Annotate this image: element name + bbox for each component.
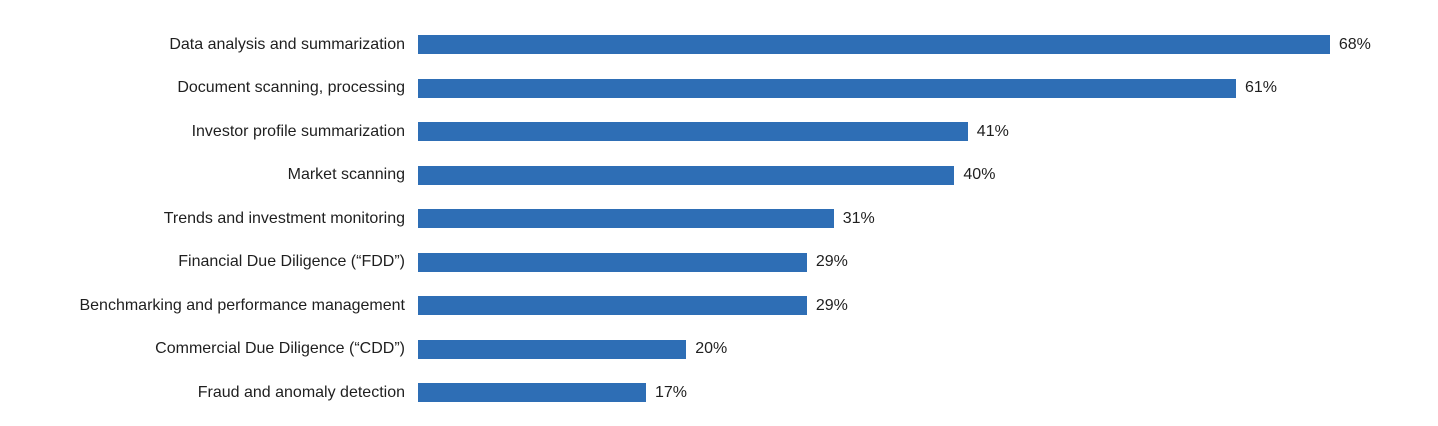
bar-track: 20% [418, 328, 1438, 372]
bar-track: 41% [418, 110, 1438, 154]
bar [418, 209, 834, 229]
category-label: Commercial Due Diligence (“CDD”) [155, 340, 405, 358]
bar-track: 61% [418, 67, 1438, 111]
bar [418, 252, 807, 272]
category-label: Market scanning [287, 166, 405, 184]
bar-row: Investor profile summarization 41% [0, 110, 1438, 154]
bar-row: Commercial Due Diligence (“CDD”) 20% [0, 328, 1438, 372]
bar-rows-container: Data analysis and summarization 68% Docume… [0, 23, 1438, 415]
bar-track: 17% [418, 371, 1438, 415]
category-label: Trends and investment monitoring [163, 209, 405, 227]
value-label: 29% [815, 296, 848, 314]
value-label: 61% [1245, 79, 1278, 97]
bar [418, 339, 687, 359]
bar-row: Data analysis and summarization 68% [0, 23, 1438, 67]
bar-row: Financial Due Diligence (“FDD”) 29% [0, 241, 1438, 285]
bar-track: 31% [418, 197, 1438, 241]
bar [418, 122, 968, 142]
value-label: 68% [1338, 35, 1371, 53]
bar [418, 35, 1330, 55]
value-label: 29% [815, 253, 848, 271]
value-label: 20% [695, 340, 728, 358]
bar [418, 78, 1236, 98]
bar-row: Trends and investment monitoring 31% [0, 197, 1438, 241]
bar [418, 296, 807, 316]
category-label: Benchmarking and performance management [79, 296, 405, 314]
category-label: Fraud and anomaly detection [197, 383, 405, 401]
bar-row: Market scanning 40% [0, 154, 1438, 198]
bar-track: 29% [418, 241, 1438, 285]
value-label: 31% [842, 209, 875, 227]
category-label: Financial Due Diligence (“FDD”) [178, 253, 405, 271]
bar-track: 40% [418, 154, 1438, 198]
bar [418, 165, 955, 185]
value-label: 17% [654, 383, 687, 401]
bar-row: Document scanning, processing 61% [0, 67, 1438, 111]
category-label: Data analysis and summarization [169, 35, 405, 53]
category-label: Investor profile summarization [191, 122, 405, 140]
bar-row: Benchmarking and performance management 2… [0, 284, 1438, 328]
bar-row: Fraud and anomaly detection 17% [0, 371, 1438, 415]
category-label: Document scanning, processing [177, 79, 405, 97]
bar-track: 29% [418, 284, 1438, 328]
value-label: 40% [963, 166, 996, 184]
bar [418, 383, 646, 403]
value-label: 41% [976, 122, 1009, 140]
bar-track: 68% [418, 23, 1438, 67]
